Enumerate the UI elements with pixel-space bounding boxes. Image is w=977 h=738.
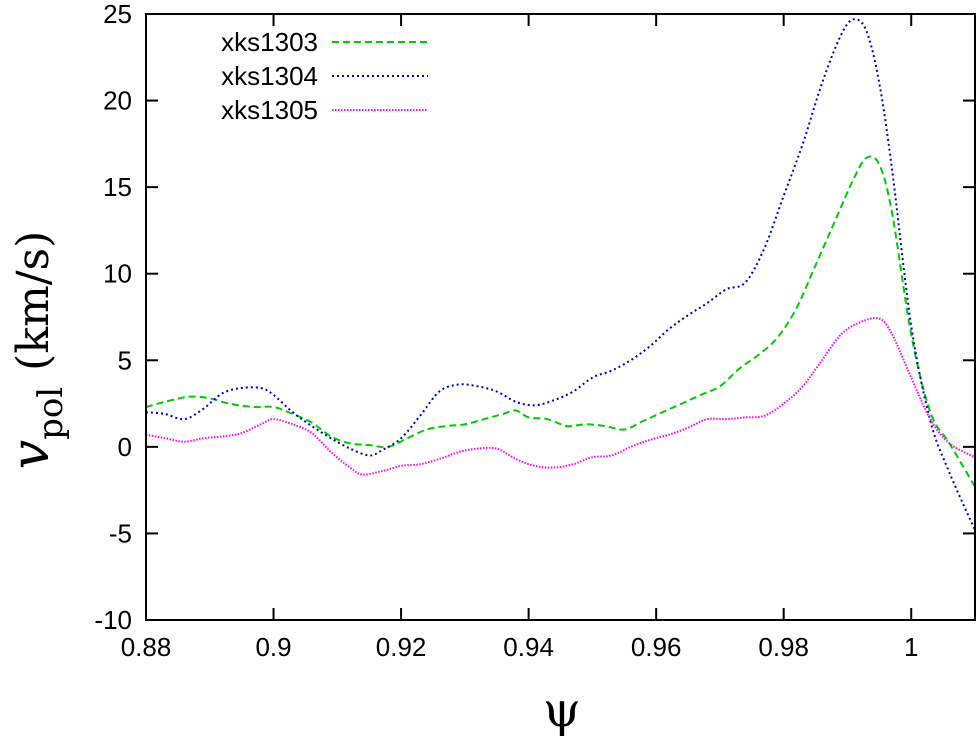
y-tick-labels: -10 -5 0 5 10 15 20 25 [94, 0, 132, 635]
x-tick-label: 0.92 [376, 632, 427, 662]
x-axis-label: ψ [543, 682, 581, 738]
y-axis-label: vpol (km/s) [1, 231, 71, 470]
x-tick-label: 0.9 [255, 632, 291, 662]
legend-label-xks1303: xks1303 [221, 27, 318, 57]
y-tick-label: 25 [103, 0, 132, 29]
y-tick-label: 0 [118, 432, 132, 462]
series-line-xks1305 [146, 317, 975, 476]
y-axis-label-base: v [1, 440, 61, 469]
plot-frame [145, 13, 976, 621]
y-tick-label: -5 [109, 518, 132, 548]
x-tick-label: 0.94 [503, 632, 554, 662]
y-tick-label: 5 [118, 345, 132, 375]
y-axis-label-subscript: pol [31, 387, 71, 440]
y-tick-label: 20 [103, 86, 132, 116]
axis-ticks [145, 13, 975, 621]
y-tick-label: -10 [94, 605, 132, 635]
y-axis-label-unit: (km/s) [8, 231, 59, 371]
y-tick-label: 10 [103, 259, 132, 289]
x-tick-label: 0.96 [631, 632, 682, 662]
legend-label-xks1304: xks1304 [221, 61, 318, 91]
x-tick-label: 0.88 [121, 632, 172, 662]
y-tick-label: 15 [103, 172, 132, 202]
x-tick-labels: 0.88 0.9 0.92 0.94 0.96 0.98 1 [121, 632, 919, 662]
legend: xks1303 xks1304 xks1305 [221, 27, 428, 125]
x-tick-label: 1 [904, 632, 918, 662]
series-lines [146, 18, 975, 531]
x-tick-label: 0.98 [758, 632, 809, 662]
series-line-xks1303 [146, 155, 975, 488]
legend-label-xks1305: xks1305 [221, 95, 318, 125]
